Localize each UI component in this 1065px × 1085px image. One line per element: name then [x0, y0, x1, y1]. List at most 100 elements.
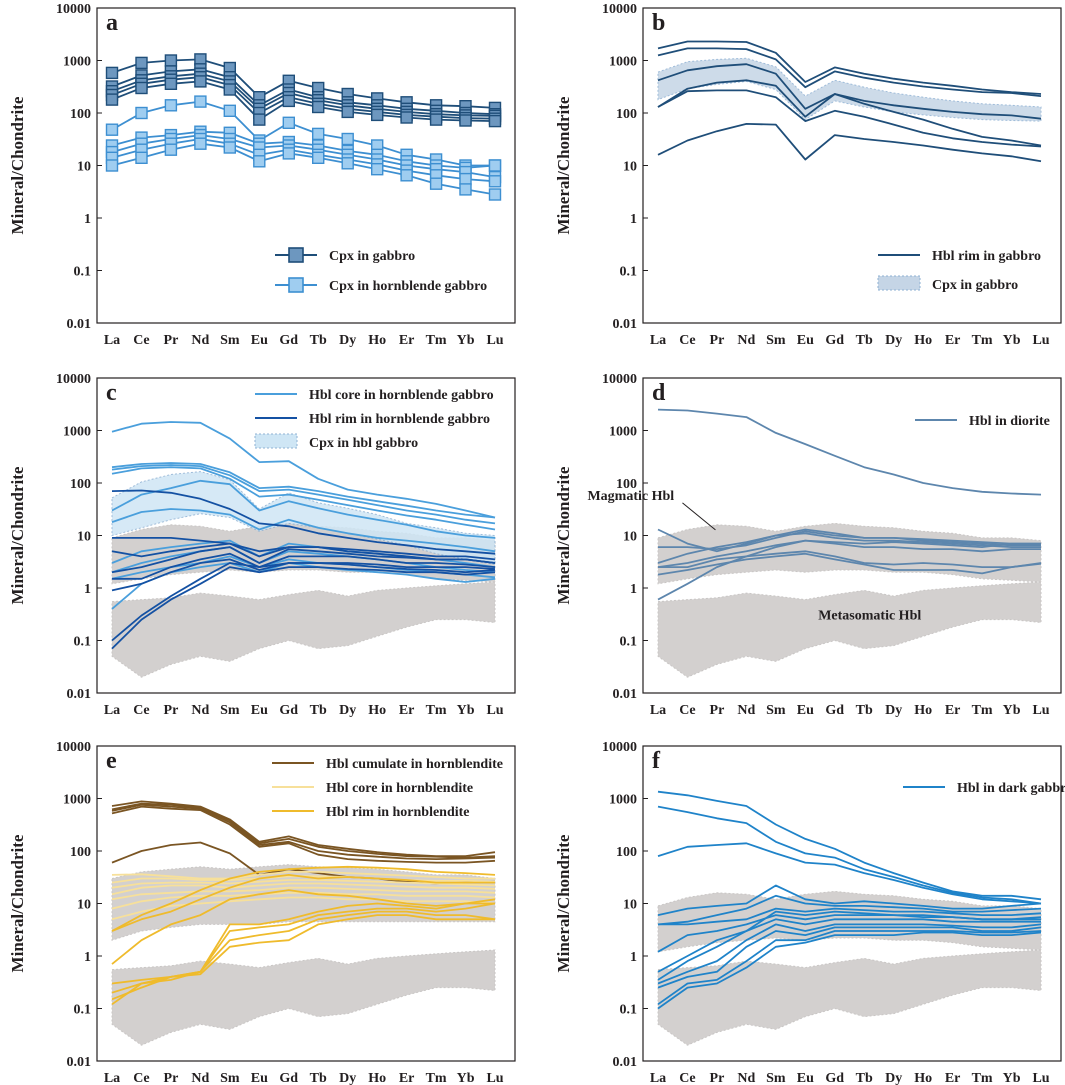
series-line	[111, 489, 496, 555]
legend-label: Hbl rim in hornblende gabbro	[309, 412, 490, 427]
x-tick-label: Er	[399, 333, 415, 348]
x-tick-label: Nd	[191, 333, 209, 348]
legend-label: Cpx in gabbro	[329, 249, 415, 264]
x-tick-label: Tm	[426, 1071, 447, 1085]
series-line	[657, 63, 1042, 120]
data-point	[253, 113, 266, 126]
series-line	[657, 842, 1042, 905]
y-tick-label: 10	[623, 898, 637, 913]
y-tick-label: 0.01	[67, 1055, 92, 1070]
y-tick-label: 10000	[56, 2, 91, 17]
x-tick-label: Lu	[1032, 703, 1049, 718]
data-point	[135, 56, 148, 70]
x-tick-label: Pr	[710, 1071, 725, 1085]
series-line	[657, 552, 1042, 576]
y-axis-label: Mineral/Chondrite	[8, 466, 27, 604]
x-tick-label: Lu	[1032, 1071, 1049, 1085]
panel-c: 10000 1000 100 10 1 0.1 0.01 La Ce Pr Nd Sm Eu Gd Tb Dy…	[8, 372, 516, 718]
y-tick-label: 10000	[602, 740, 637, 755]
series-line	[658, 907, 1042, 926]
x-tick-label: Tm	[426, 703, 447, 718]
y-tick-label: 0.1	[74, 635, 92, 650]
x-tick-label: Tm	[972, 1071, 993, 1085]
x-tick-label: Gd	[279, 1071, 298, 1085]
x-tick-label: Ce	[133, 333, 149, 348]
series-line	[657, 923, 1042, 985]
series-line	[657, 910, 1041, 973]
y-tick-label: 1000	[609, 425, 637, 440]
data-point	[194, 95, 207, 108]
data-point	[400, 169, 413, 182]
x-tick-label: Sm	[220, 333, 240, 348]
series-line	[111, 421, 496, 519]
x-tick-label: Dy	[885, 703, 902, 718]
x-tick-label: Gd	[825, 333, 844, 348]
series-line	[657, 79, 1042, 147]
data-point	[488, 175, 502, 188]
x-tick-label: Nd	[191, 703, 209, 718]
y-tick-label: 10	[623, 530, 637, 545]
series-line	[657, 408, 1042, 496]
x-tick-label: Dy	[339, 333, 356, 348]
series-line	[657, 528, 1041, 553]
data-point	[282, 147, 295, 160]
x-tick-label: Ce	[679, 703, 695, 718]
x-tick-label: Er	[945, 333, 961, 348]
data-point	[459, 114, 472, 127]
y-tick-label: 10000	[56, 740, 91, 755]
series-line	[111, 464, 496, 525]
annotation-pointer	[682, 502, 716, 531]
data-point	[429, 177, 443, 190]
data-point	[164, 99, 178, 112]
y-tick-label: 10	[623, 160, 637, 175]
x-tick-label: Eu	[251, 333, 268, 348]
y-tick-label: 1	[630, 582, 637, 597]
annotation-label: Metasomatic Hbl	[818, 609, 921, 624]
data-point	[135, 151, 148, 165]
y-tick-label: 1	[630, 950, 637, 965]
series-line	[657, 926, 1042, 989]
y-tick-label: 1000	[63, 55, 91, 70]
series-line	[111, 865, 496, 932]
x-tick-label: Nd	[191, 1071, 209, 1085]
x-tick-label: Lu	[486, 1071, 503, 1085]
data-point	[105, 93, 119, 106]
y-tick-label: 0.1	[74, 265, 92, 280]
x-tick-label: Pr	[710, 703, 725, 718]
legend-label: Hbl in diorite	[969, 414, 1050, 429]
x-tick-label: Tm	[972, 703, 993, 718]
band-magmatic-hbl	[657, 522, 1042, 585]
x-tick-label: Lu	[1032, 333, 1049, 348]
data-point	[371, 108, 384, 122]
data-point	[223, 104, 237, 118]
x-tick-label: La	[650, 333, 666, 348]
y-axis-label: Mineral/Chondrite	[554, 466, 573, 604]
series-line	[657, 894, 1042, 926]
y-tick-label: 0.01	[67, 687, 92, 702]
series-line	[657, 931, 1042, 1010]
y-tick-label: 0.1	[620, 265, 638, 280]
x-tick-label: Er	[399, 703, 415, 718]
x-tick-label: Tb	[310, 703, 327, 718]
x-tick-label: Er	[399, 1071, 415, 1085]
data-point	[459, 183, 472, 196]
series-line	[111, 803, 496, 860]
data-point	[194, 75, 207, 88]
y-tick-label: 1	[84, 582, 91, 597]
panel-letter: d	[652, 380, 666, 406]
x-tick-label: Dy	[339, 1071, 356, 1085]
series-line	[657, 930, 1042, 1006]
series-line	[111, 805, 496, 864]
series-line	[111, 566, 496, 650]
x-tick-label: Ho	[914, 1071, 932, 1085]
x-tick-label: Eu	[251, 1071, 268, 1085]
panel-letter: b	[652, 10, 665, 36]
series-line	[111, 802, 496, 859]
series-line	[111, 889, 495, 965]
plot-frame	[642, 7, 1062, 324]
legend-label: Cpx in hornblende gabbro	[329, 279, 487, 294]
series-line	[111, 896, 496, 921]
data-point	[312, 100, 325, 114]
y-tick-label: 1000	[609, 793, 637, 808]
